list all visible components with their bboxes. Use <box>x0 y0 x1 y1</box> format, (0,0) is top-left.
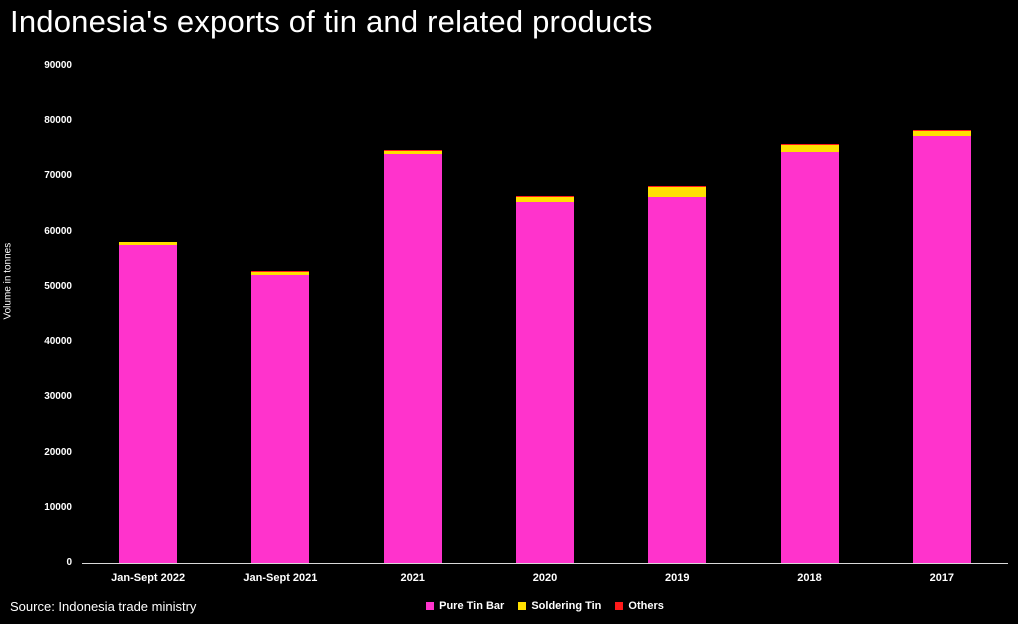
bar-Jan-Sept 2022 <box>119 66 178 563</box>
x-tick-label: 2018 <box>797 572 822 584</box>
bar-segment-soldering-tin <box>648 186 707 197</box>
bar-segment-soldering-tin <box>383 150 442 154</box>
bar-segment-pure-tin-bar <box>251 275 310 563</box>
x-tick-label: Jan-Sept 2022 <box>111 572 186 584</box>
legend-swatch-icon <box>518 602 527 610</box>
legend-label: Soldering Tin <box>531 600 602 612</box>
bar-2020 <box>515 66 574 563</box>
bar-segment-soldering-tin <box>780 144 839 152</box>
bar-segment-pure-tin-bar <box>515 201 574 563</box>
legend-swatch-icon <box>615 602 624 610</box>
legend: Pure Tin Bar Soldering Tin Others <box>82 600 1008 612</box>
bar-slot <box>611 66 743 563</box>
y-tick-label: 40000 <box>44 336 72 348</box>
y-tick-label: 70000 <box>44 170 72 182</box>
bar-segment-others <box>383 149 442 151</box>
y-tick-label: 10000 <box>44 501 72 513</box>
legend-item: Soldering Tin <box>518 600 601 612</box>
bar-segment-others <box>648 186 707 187</box>
x-tick-label: Jan-Sept 2021 <box>243 572 318 584</box>
x-axis: Jan-Sept 2022 Jan-Sept 2021 2021 2020 2019 20… <box>82 572 1008 588</box>
bar-segment-others <box>515 196 574 197</box>
legend-label: Pure Tin Bar <box>439 600 505 612</box>
x-tick-label: 2019 <box>665 572 690 584</box>
y-tick-label: 80000 <box>44 115 72 127</box>
bar-slot <box>347 66 479 563</box>
bar-slot <box>214 66 346 563</box>
bar-segment-pure-tin-bar <box>383 153 442 563</box>
y-axis-title: Volume in tonnes <box>2 242 14 320</box>
legend-swatch-icon <box>426 602 435 610</box>
bar-slot <box>479 66 611 563</box>
bar-segment-soldering-tin <box>912 130 971 136</box>
y-tick-label: 60000 <box>44 225 72 237</box>
bar-segment-pure-tin-bar <box>648 196 707 563</box>
bar-segment-pure-tin-bar <box>912 135 971 563</box>
bar-segment-others <box>912 129 971 131</box>
bar-segment-soldering-tin <box>251 271 310 276</box>
bar-2018 <box>780 66 839 563</box>
plot-area <box>82 66 1008 564</box>
x-tick-label: 2017 <box>929 572 955 584</box>
chart-title: Indonesia's exports of tin and related p… <box>10 4 653 39</box>
bar-segment-others <box>119 241 178 243</box>
legend-item: Pure Tin Bar <box>426 600 504 612</box>
y-tick-label: 30000 <box>44 391 72 403</box>
bar-2019 <box>648 66 707 563</box>
bar-segment-pure-tin-bar <box>119 245 178 563</box>
bar-slot <box>876 66 1008 563</box>
bar-segment-others <box>251 271 310 272</box>
y-tick-label: 0 <box>66 557 72 568</box>
bar-2021 <box>383 66 442 563</box>
bar-2017 <box>912 66 971 563</box>
bar-segment-soldering-tin <box>119 242 178 246</box>
bar-slot <box>743 66 875 563</box>
bar-segment-pure-tin-bar <box>780 151 839 563</box>
y-axis: 0 10000 20000 30000 40000 50000 60000 70000 8000… <box>0 61 76 568</box>
x-tick-label: 2020 <box>532 572 558 584</box>
bar-slot <box>82 66 214 563</box>
bar-segment-soldering-tin <box>515 196 574 202</box>
legend-item: Others <box>615 600 664 612</box>
y-tick-label: 20000 <box>44 446 72 458</box>
x-tick-label: 2021 <box>400 572 425 584</box>
bar-Jan-Sept 2021 <box>251 66 310 563</box>
legend-label: Others <box>628 600 664 612</box>
y-tick-label: 50000 <box>44 280 72 292</box>
bar-segment-others <box>780 144 839 145</box>
source-note: Source: Indonesia trade ministry <box>10 599 197 614</box>
y-tick-label: 90000 <box>44 60 72 71</box>
